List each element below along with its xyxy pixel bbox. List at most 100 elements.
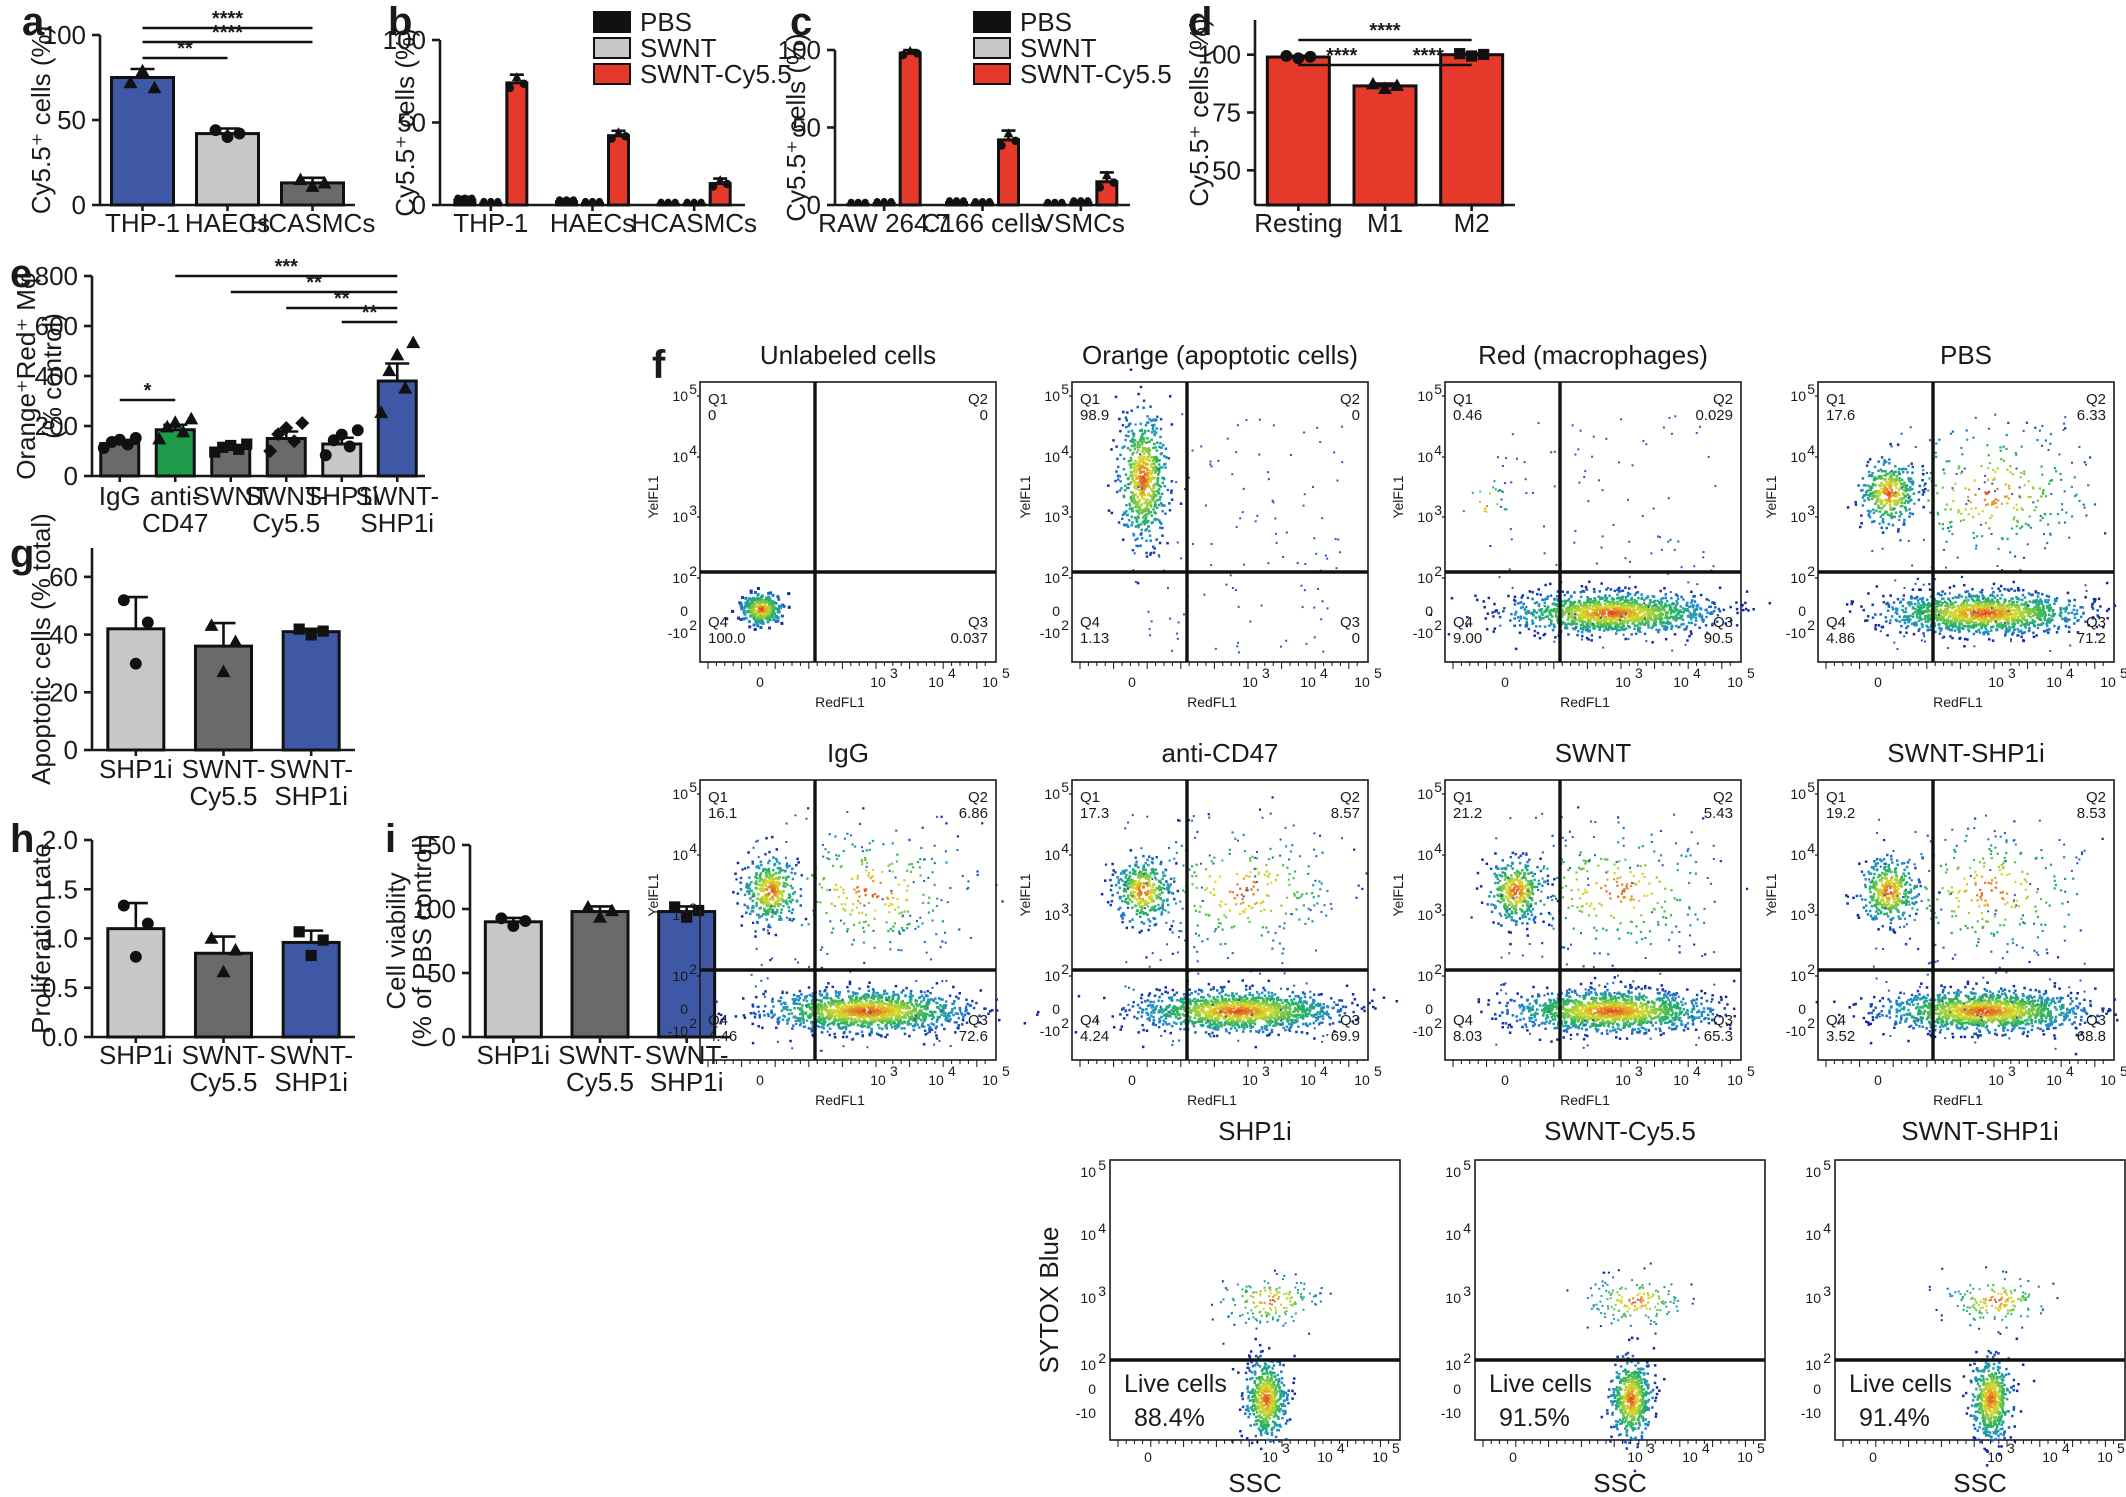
event-dot [1612,604,1615,608]
event-dot [1592,618,1596,621]
event-dot [1605,599,1608,602]
tick-exponent: 5 [1374,665,1382,681]
event-dot [1918,484,1922,488]
event-dot [1691,606,1695,609]
event-dot [2067,603,2071,607]
event-dot [1981,535,1984,538]
event-dot [1140,480,1144,484]
event-dot [2041,424,2044,427]
event-dot [1641,620,1644,623]
event-dot [1593,623,1596,627]
event-dot [1885,510,1888,514]
event-dot [1335,567,1338,570]
event-dot [1661,606,1664,609]
event-dot [1584,603,1587,606]
event-dot [1128,502,1131,506]
event-dot [1968,617,1971,621]
event-dot [760,606,764,610]
event-dot [1669,538,1672,541]
event-dot [1150,521,1154,525]
event-dot [1129,497,1133,501]
event-dot [1974,611,1978,615]
event-dot [1688,611,1692,615]
event-dot [1122,410,1125,414]
event-dot [1953,616,1957,620]
event-dot [2073,622,2076,625]
event-dot [1125,523,1129,526]
event-dot [1484,617,1488,620]
event-dot [1124,438,1127,442]
event-dot [756,616,760,620]
event-dot [1976,608,1979,612]
data-point [997,141,1006,150]
event-dot [1142,466,1146,469]
event-dot [1884,474,1887,477]
event-dot [2078,445,2081,448]
data-point [216,964,231,978]
event-dot [2006,615,2009,618]
event-dot [1585,636,1589,640]
event-dot [1573,604,1576,608]
event-dot [1138,463,1141,467]
event-dot [1946,610,1949,614]
event-dot [745,604,749,608]
event-dot [774,619,778,623]
event-dot [1951,603,1955,606]
event-dot [1922,603,1925,606]
event-dot [1170,491,1173,494]
tick-exponent: 5 [1747,665,1755,681]
event-dot [1907,620,1910,624]
event-dot [1600,582,1603,585]
event-dot [1502,610,1505,613]
x-axis-label: RedFL1 [1560,694,1610,710]
event-dot [1982,600,1986,604]
data-point [690,198,698,206]
data-point [1390,78,1404,92]
event-dot [1663,587,1666,590]
plot-frame [1444,381,1742,663]
event-dot [2008,487,2011,490]
event-dot [1274,532,1277,535]
event-dot [1429,613,1433,617]
event-dot [1140,528,1143,532]
event-dot [1850,600,1854,603]
event-dot [1638,611,1641,615]
event-dot [1911,482,1915,486]
event-dot [1878,510,1882,513]
event-dot [1651,608,1655,612]
event-dot [1114,395,1118,399]
event-dot [1887,522,1891,526]
event-dot [1577,606,1581,610]
bar [376,379,418,478]
data-point [960,197,967,205]
data-point [129,432,142,444]
event-dot [1983,596,1986,600]
event-dot [1968,595,1972,599]
event-dot [1601,615,1605,618]
event-dot [1970,597,1974,601]
event-dot [1647,626,1650,629]
data-point [454,194,462,202]
event-dot [766,607,770,611]
event-dot [1324,554,1327,557]
y-tick-label: 400 [35,361,78,391]
event-dot [1130,409,1133,412]
event-dot [1686,639,1689,642]
event-dot [1698,614,1701,618]
event-dot [1565,608,1568,612]
event-dot [2055,599,2058,603]
event-dot [2095,625,2099,629]
event-dot [1991,600,1994,603]
event-dot [1139,469,1142,473]
event-dot [1686,604,1689,607]
event-dot [1996,487,1999,491]
event-dot [1305,642,1308,645]
event-dot [1996,594,1999,597]
event-dot [1662,606,1666,610]
event-dot [1695,432,1698,435]
event-dot [1145,555,1149,558]
event-dot [742,610,746,614]
event-dot [1553,485,1556,488]
event-dot [1148,449,1152,452]
